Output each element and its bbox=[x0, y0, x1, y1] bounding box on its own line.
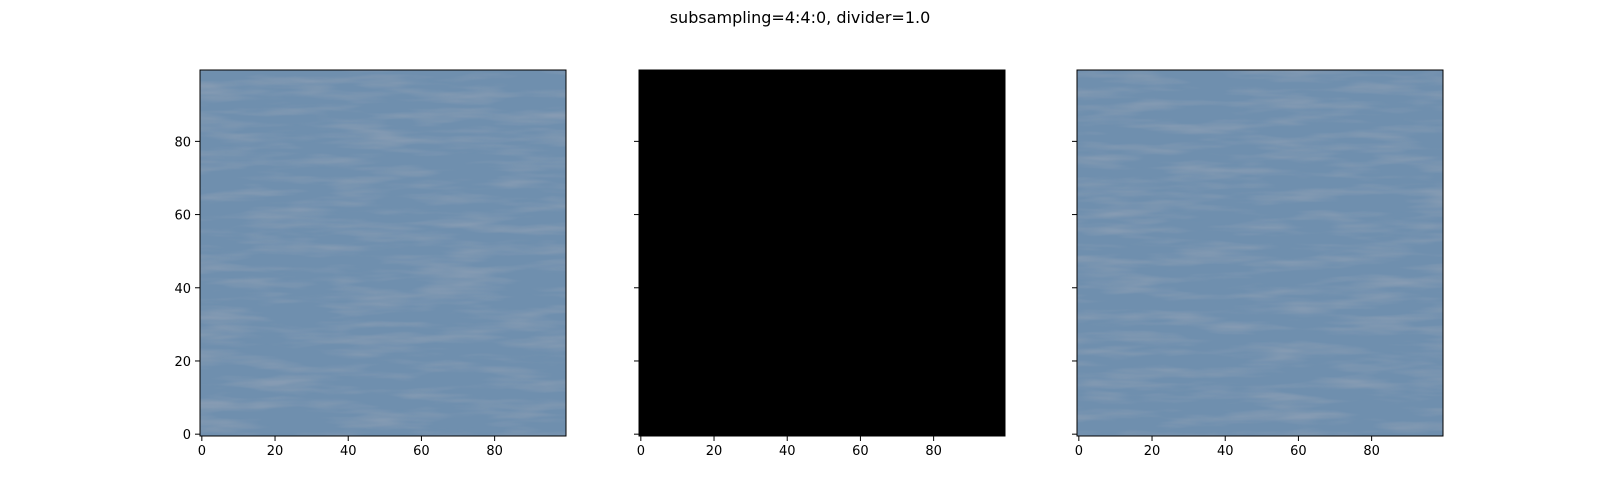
axes-frame-1 bbox=[199, 69, 567, 437]
x-tick-label: 60 bbox=[852, 444, 869, 459]
subplot-3: 0 20 40 60 80 bbox=[1072, 69, 1444, 459]
x-tick-label: 20 bbox=[706, 444, 723, 459]
y-tick-label: 80 bbox=[174, 135, 191, 150]
figure-title: subsampling=4:4:0, divider=1.0 bbox=[670, 8, 931, 27]
x-tick-label: 80 bbox=[486, 444, 503, 459]
y-tick-label: 0 bbox=[183, 428, 191, 443]
x-tick-label: 0 bbox=[637, 444, 645, 459]
x-tick-label: 0 bbox=[1075, 444, 1083, 459]
panels: 0 20 40 60 80 0 20 40 60 80 0 20 40 60 80 0 20 40 60 80 bbox=[174, 69, 1444, 459]
image-2 bbox=[639, 70, 1005, 436]
y-tick-label: 40 bbox=[174, 282, 191, 297]
x-tick-label: 80 bbox=[925, 444, 942, 459]
x-tick-label: 20 bbox=[1144, 444, 1161, 459]
subplot-2: 0 20 40 60 80 bbox=[634, 69, 1006, 459]
x-tick-label: 0 bbox=[198, 444, 206, 459]
x-tick-label: 40 bbox=[1217, 444, 1234, 459]
y-tick-label: 20 bbox=[174, 355, 191, 370]
x-tick-label: 20 bbox=[267, 444, 284, 459]
axes-frame-3 bbox=[1076, 69, 1444, 437]
x-tick-label: 40 bbox=[779, 444, 796, 459]
image-texture-1 bbox=[200, 70, 566, 436]
image-texture-3 bbox=[1077, 70, 1443, 436]
x-tick-label: 60 bbox=[1290, 444, 1307, 459]
x-tick-label: 80 bbox=[1363, 444, 1380, 459]
subplot-1: 0 20 40 60 80 0 20 40 60 80 bbox=[174, 69, 567, 459]
axes-frame-2 bbox=[638, 69, 1006, 437]
x-tick-label: 60 bbox=[413, 444, 430, 459]
y-tick-label: 60 bbox=[174, 209, 191, 224]
x-tick-label: 40 bbox=[340, 444, 357, 459]
